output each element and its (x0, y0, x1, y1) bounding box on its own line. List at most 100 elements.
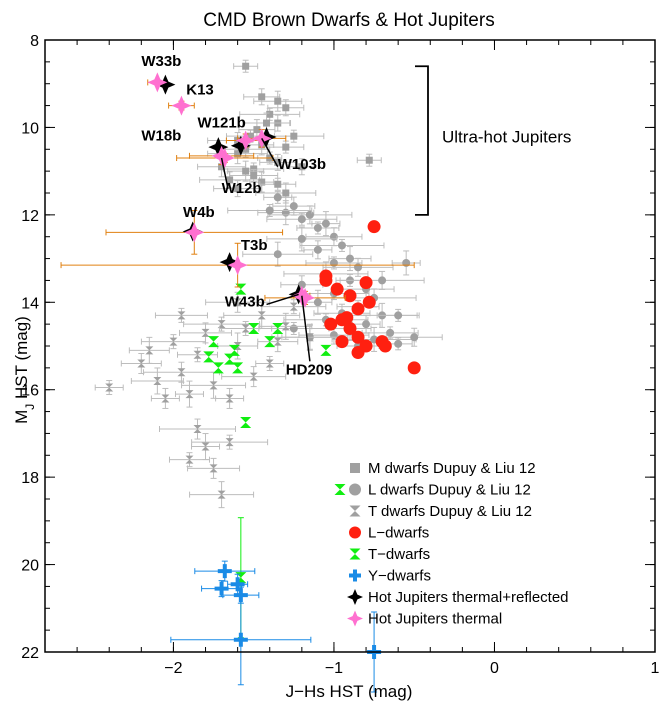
l-dwarf-point (378, 339, 392, 353)
m-dwarf-point (282, 189, 290, 197)
x-axis-label: J−Hs HST (mag) (286, 682, 413, 701)
t-dwarf-dl-point (177, 368, 186, 377)
y-tick-label: 20 (21, 558, 39, 575)
bracket-label: Ultra-hot Jupiters (442, 128, 571, 147)
t-dwarf-dl-point (185, 390, 194, 399)
m-dwarf-point (282, 143, 290, 151)
y-tick-label: 10 (21, 120, 39, 137)
planet-label: HD209 (286, 361, 333, 378)
legend-marker (347, 589, 363, 605)
t-dwarf-dl-point (201, 328, 210, 337)
legend-marker (349, 483, 361, 496)
legend-label: T−dwarfs (368, 546, 430, 563)
l-dwarf-point (351, 346, 365, 360)
l-dwarf-point (351, 330, 365, 344)
t-dwarf-point (264, 336, 276, 348)
l-dwarf-point (335, 335, 349, 349)
t-dwarf-dl-point (257, 311, 266, 320)
m-dwarf-point (274, 180, 282, 188)
m-dwarf-point (258, 178, 266, 186)
planet-label: W121b (198, 114, 246, 131)
t-dwarf-dl-point (233, 298, 242, 307)
m-dwarf-point (234, 185, 242, 193)
y-dwarf-point (230, 577, 245, 592)
l-dwarf-dl-point (378, 276, 387, 285)
t-dwarf-dl-point (209, 381, 218, 390)
y-dwarf-point (214, 581, 229, 596)
l-dwarf-dl-point (410, 333, 419, 342)
y-tick-label: 16 (21, 383, 39, 400)
m-dwarf-point (250, 165, 258, 173)
legend-label: M dwarfs Dupuy & Liu 12 (368, 460, 536, 477)
m-dwarf-point (274, 97, 282, 105)
l-dwarf-dl-point (394, 339, 403, 348)
l-dwarf-dl-point (321, 219, 330, 228)
l-dwarf-dl-point (265, 206, 274, 215)
t-dwarf-dl-point (201, 442, 210, 451)
t-dwarf-point (232, 362, 244, 374)
l-dwarf-dl-point (289, 324, 298, 333)
annotation-line (220, 157, 229, 189)
hj-thermal-point (147, 72, 168, 93)
y-tick-label: 18 (21, 470, 39, 487)
l-dwarf-dl-point (273, 193, 282, 202)
x-tick-label: 1 (651, 660, 660, 677)
y-tick-label: 8 (30, 33, 39, 50)
planet-label: K13 (186, 82, 214, 99)
l-dwarf-dl-point (394, 311, 403, 320)
t-dwarf-dl-point (105, 383, 114, 392)
annotation-line (266, 293, 299, 306)
l-dwarf-point (367, 220, 381, 234)
chart-title: CMD Brown Dwarfs & Hot Jupiters (203, 10, 494, 31)
m-dwarf-point (250, 172, 258, 180)
t-dwarf-point (248, 323, 260, 335)
t-dwarf-dl-point (281, 322, 290, 331)
l-dwarf-dl-point (354, 263, 363, 272)
legend-label: Hot Jupiters thermal (368, 611, 502, 628)
hj-thermal-reflected-point (155, 74, 176, 95)
y-axis-label: MJ HST (mag) (12, 316, 37, 424)
l-dwarf-dl-point (329, 258, 338, 267)
legend-marker (349, 505, 361, 517)
ultra-hot-bracket (415, 65, 429, 216)
m-dwarf-point (234, 150, 242, 158)
m-dwarf-point (258, 93, 266, 101)
l-dwarf-dl-point (313, 223, 322, 232)
l-dwarf-point (343, 289, 357, 303)
y-dwarf-point (233, 632, 248, 647)
hj-thermal-point (235, 130, 256, 151)
planet-label: W33b (141, 53, 181, 70)
y-dwarf-point (217, 564, 232, 579)
legend-label: L dwarfs Dupuy & Liu 12 (368, 482, 531, 499)
m-dwarf-point (242, 62, 250, 70)
l-dwarf-point (362, 295, 376, 309)
t-dwarf-dl-point (209, 464, 218, 473)
l-dwarf-dl-point (313, 245, 322, 254)
t-dwarf-dl-point (249, 372, 258, 381)
planet-label: W12b (222, 180, 262, 197)
m-dwarf-point (263, 119, 271, 127)
l-dwarf-dl-point (386, 328, 395, 337)
planet-label: T3b (241, 237, 268, 254)
x-tick-label: −2 (164, 660, 182, 677)
l-dwarf-point (351, 302, 365, 316)
legend-marker (347, 610, 363, 627)
m-dwarf-point (274, 158, 282, 166)
legend-label: Y−dwarfs (368, 568, 431, 585)
l-dwarf-dl-point (273, 250, 282, 259)
t-dwarf-dl-point (225, 394, 234, 403)
l-dwarf-point (340, 311, 354, 325)
t-dwarf-dl-point (273, 337, 282, 346)
t-dwarf-dl-point (265, 359, 274, 368)
hj-thermal-point (211, 145, 232, 166)
annotation-line (261, 137, 279, 168)
l-dwarf-point (324, 317, 338, 331)
l-dwarf-dl-point (337, 241, 346, 250)
annotation-line (301, 295, 311, 362)
t-dwarf-dl-point (137, 359, 146, 368)
planet-label: W43b (225, 294, 265, 311)
t-dwarf-dl-point (161, 394, 170, 403)
t-dwarf-point (212, 362, 224, 374)
legend: M dwarfs Dupuy & Liu 12 L dwarfs Dupuy & … (334, 460, 569, 628)
